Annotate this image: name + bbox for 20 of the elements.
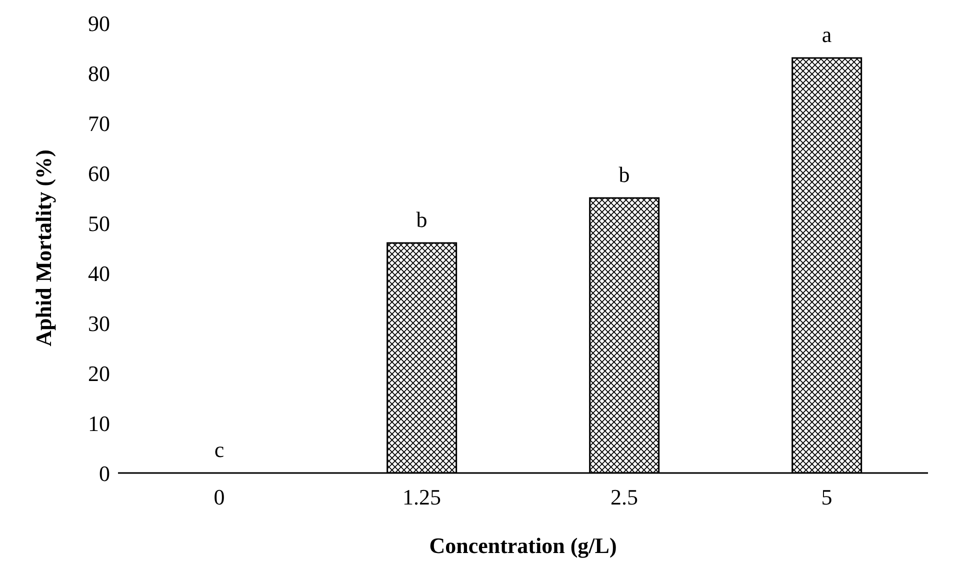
y-axis-title: Aphid Mortality (%) xyxy=(30,150,56,346)
y-tick-label: 90 xyxy=(88,10,110,36)
y-tick-label: 40 xyxy=(88,260,110,286)
x-axis-title: Concentration (g/L) xyxy=(429,533,617,558)
x-tick-label: 1.25 xyxy=(402,484,441,510)
y-tick-label: 50 xyxy=(88,210,110,236)
x-tick-label: 2.5 xyxy=(610,484,638,510)
x-tick-label: 0 xyxy=(214,484,225,510)
annotation: c xyxy=(214,437,224,462)
y-tick-label: 10 xyxy=(88,410,110,436)
y-tick-label: 30 xyxy=(88,310,110,336)
annotation: b xyxy=(416,207,428,232)
annotation: b xyxy=(618,162,630,187)
y-tick-label: 60 xyxy=(88,160,110,186)
x-tick-label: 5 xyxy=(821,484,832,510)
annotation: a xyxy=(822,22,832,47)
y-tick-label: 0 xyxy=(99,460,110,486)
y-tick-label: 20 xyxy=(88,360,110,386)
y-tick-label: 80 xyxy=(88,60,110,86)
y-tick-label: 70 xyxy=(88,110,110,136)
